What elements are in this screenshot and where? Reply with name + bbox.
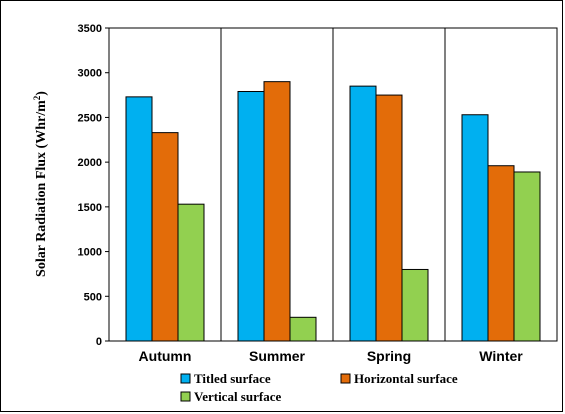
- y-tick-label: 3500: [78, 23, 102, 35]
- legend: Titled surface Horizontal surface Vertical…: [180, 371, 458, 404]
- y-tick-label: 0: [96, 336, 102, 348]
- bar-titled-surface-spring: [349, 85, 377, 342]
- bar-titled-surface-summer: [237, 90, 265, 342]
- bar-vertical-surface-winter: [513, 171, 541, 342]
- y-tick-label: 3000: [78, 68, 102, 80]
- bar-titled-surface-autumn: [125, 96, 153, 342]
- legend-swatch: [180, 391, 191, 402]
- y-tick-label: 1500: [78, 202, 102, 214]
- x-category-label: Autumn: [139, 348, 192, 364]
- y-tick-label: 1000: [78, 247, 102, 259]
- y-axis-label: Solar Radiation Flux (Whr/m2): [32, 91, 49, 277]
- bar-vertical-surface-summer: [289, 316, 317, 342]
- legend-swatch: [340, 373, 351, 384]
- legend-label: Horizontal surface: [354, 371, 458, 386]
- y-tick-label: 2500: [78, 112, 102, 124]
- bar-titled-surface-winter: [461, 114, 489, 342]
- legend-label: Vertical surface: [194, 389, 281, 404]
- x-category-label: Summer: [249, 348, 306, 364]
- bar-horizontal-surface-autumn: [151, 132, 179, 342]
- bar-horizontal-surface-spring: [375, 94, 403, 342]
- x-category-label: Spring: [367, 348, 411, 364]
- bar-vertical-surface-spring: [401, 268, 429, 342]
- bar-vertical-surface-autumn: [177, 203, 205, 342]
- y-tick-label: 2000: [78, 157, 102, 169]
- y-tick-label: 500: [84, 291, 102, 303]
- bar-horizontal-surface-winter: [487, 165, 515, 342]
- x-category-label: Winter: [479, 348, 523, 364]
- bar-horizontal-surface-summer: [263, 81, 291, 342]
- legend-swatch: [180, 373, 191, 384]
- legend-label: Titled surface: [194, 371, 271, 386]
